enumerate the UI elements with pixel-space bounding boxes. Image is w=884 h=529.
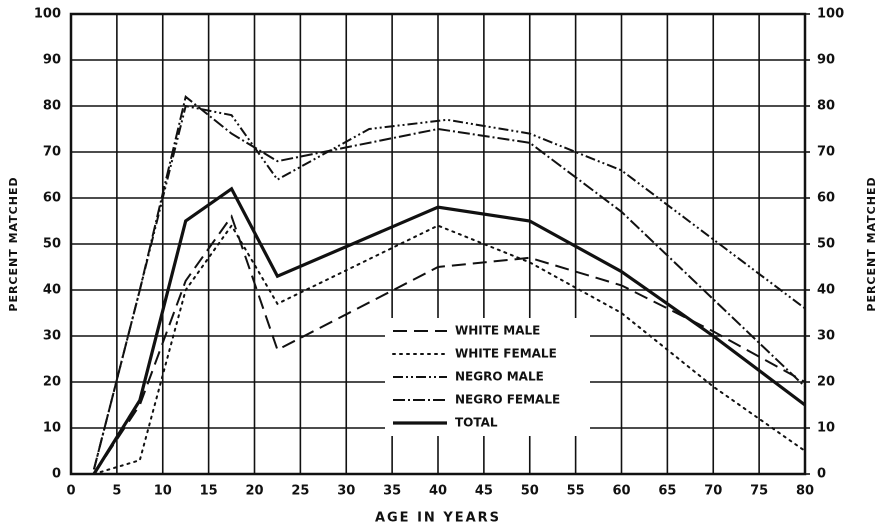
x-tick-label: 65 [658,484,676,499]
y-tick-label: 100 [34,7,61,22]
x-tick-label: 60 [612,484,630,499]
y2-tick-label: 60 [817,191,835,206]
legend-label: WHITE FEMALE [455,347,557,361]
x-tick-label: 25 [291,484,309,499]
series-line [92,104,806,470]
legend-label: NEGRO MALE [455,370,544,384]
x-tick-label: 5 [112,484,121,499]
x-tick-label: 10 [154,484,172,499]
series-line [93,214,806,475]
y-tick-label: 30 [43,329,61,344]
series-line [92,95,806,470]
x-tick-label: 30 [337,484,355,499]
y2-tick-label: 50 [817,237,835,252]
x-axis-label: AGE IN YEARS [375,511,501,526]
x-tick-label: 80 [796,484,814,499]
y-axis-label: PERCENT MATCHED [7,176,20,311]
y-tick-label: 90 [43,53,61,68]
y-tick-label: 10 [43,421,61,436]
x-tick-label: 50 [521,484,539,499]
x-tick-label: 55 [567,484,585,499]
y2-tick-label: 20 [817,375,835,390]
x-tick-label: 45 [475,484,493,499]
x-tick-label: 75 [750,484,768,499]
legend-label: TOTAL [455,416,498,430]
y-tick-label: 20 [43,375,61,390]
x-tick-label: 40 [429,484,447,499]
y2-tick-label: 100 [817,7,844,22]
x-tick-label: 70 [704,484,722,499]
x-tick-label: 0 [66,484,75,499]
y2-tick-label: 90 [817,53,835,68]
y-tick-label: 40 [43,283,61,298]
y-tick-label: 50 [43,237,61,252]
series-line [92,223,806,475]
x-tick-label: 15 [200,484,218,499]
series-line [92,186,806,475]
x-tick-label: 20 [245,484,263,499]
legend-label: WHITE MALE [455,324,540,338]
y-tick-label: 60 [43,191,61,206]
y2-tick-label: 40 [817,283,835,298]
y-tick-label: 0 [52,467,61,482]
y2-tick-label: 0 [817,467,826,482]
y2-tick-label: 70 [817,145,835,160]
y2-tick-label: 10 [817,421,835,436]
legend-label: NEGRO FEMALE [455,393,560,407]
plot-frame [69,12,807,476]
y2-axis-label: PERCENT MATCHED [865,176,878,311]
y-tick-label: 80 [43,99,61,114]
y2-tick-label: 30 [817,329,835,344]
x-tick-label: 35 [383,484,401,499]
y-tick-label: 70 [43,145,61,160]
y2-tick-label: 80 [817,99,835,114]
